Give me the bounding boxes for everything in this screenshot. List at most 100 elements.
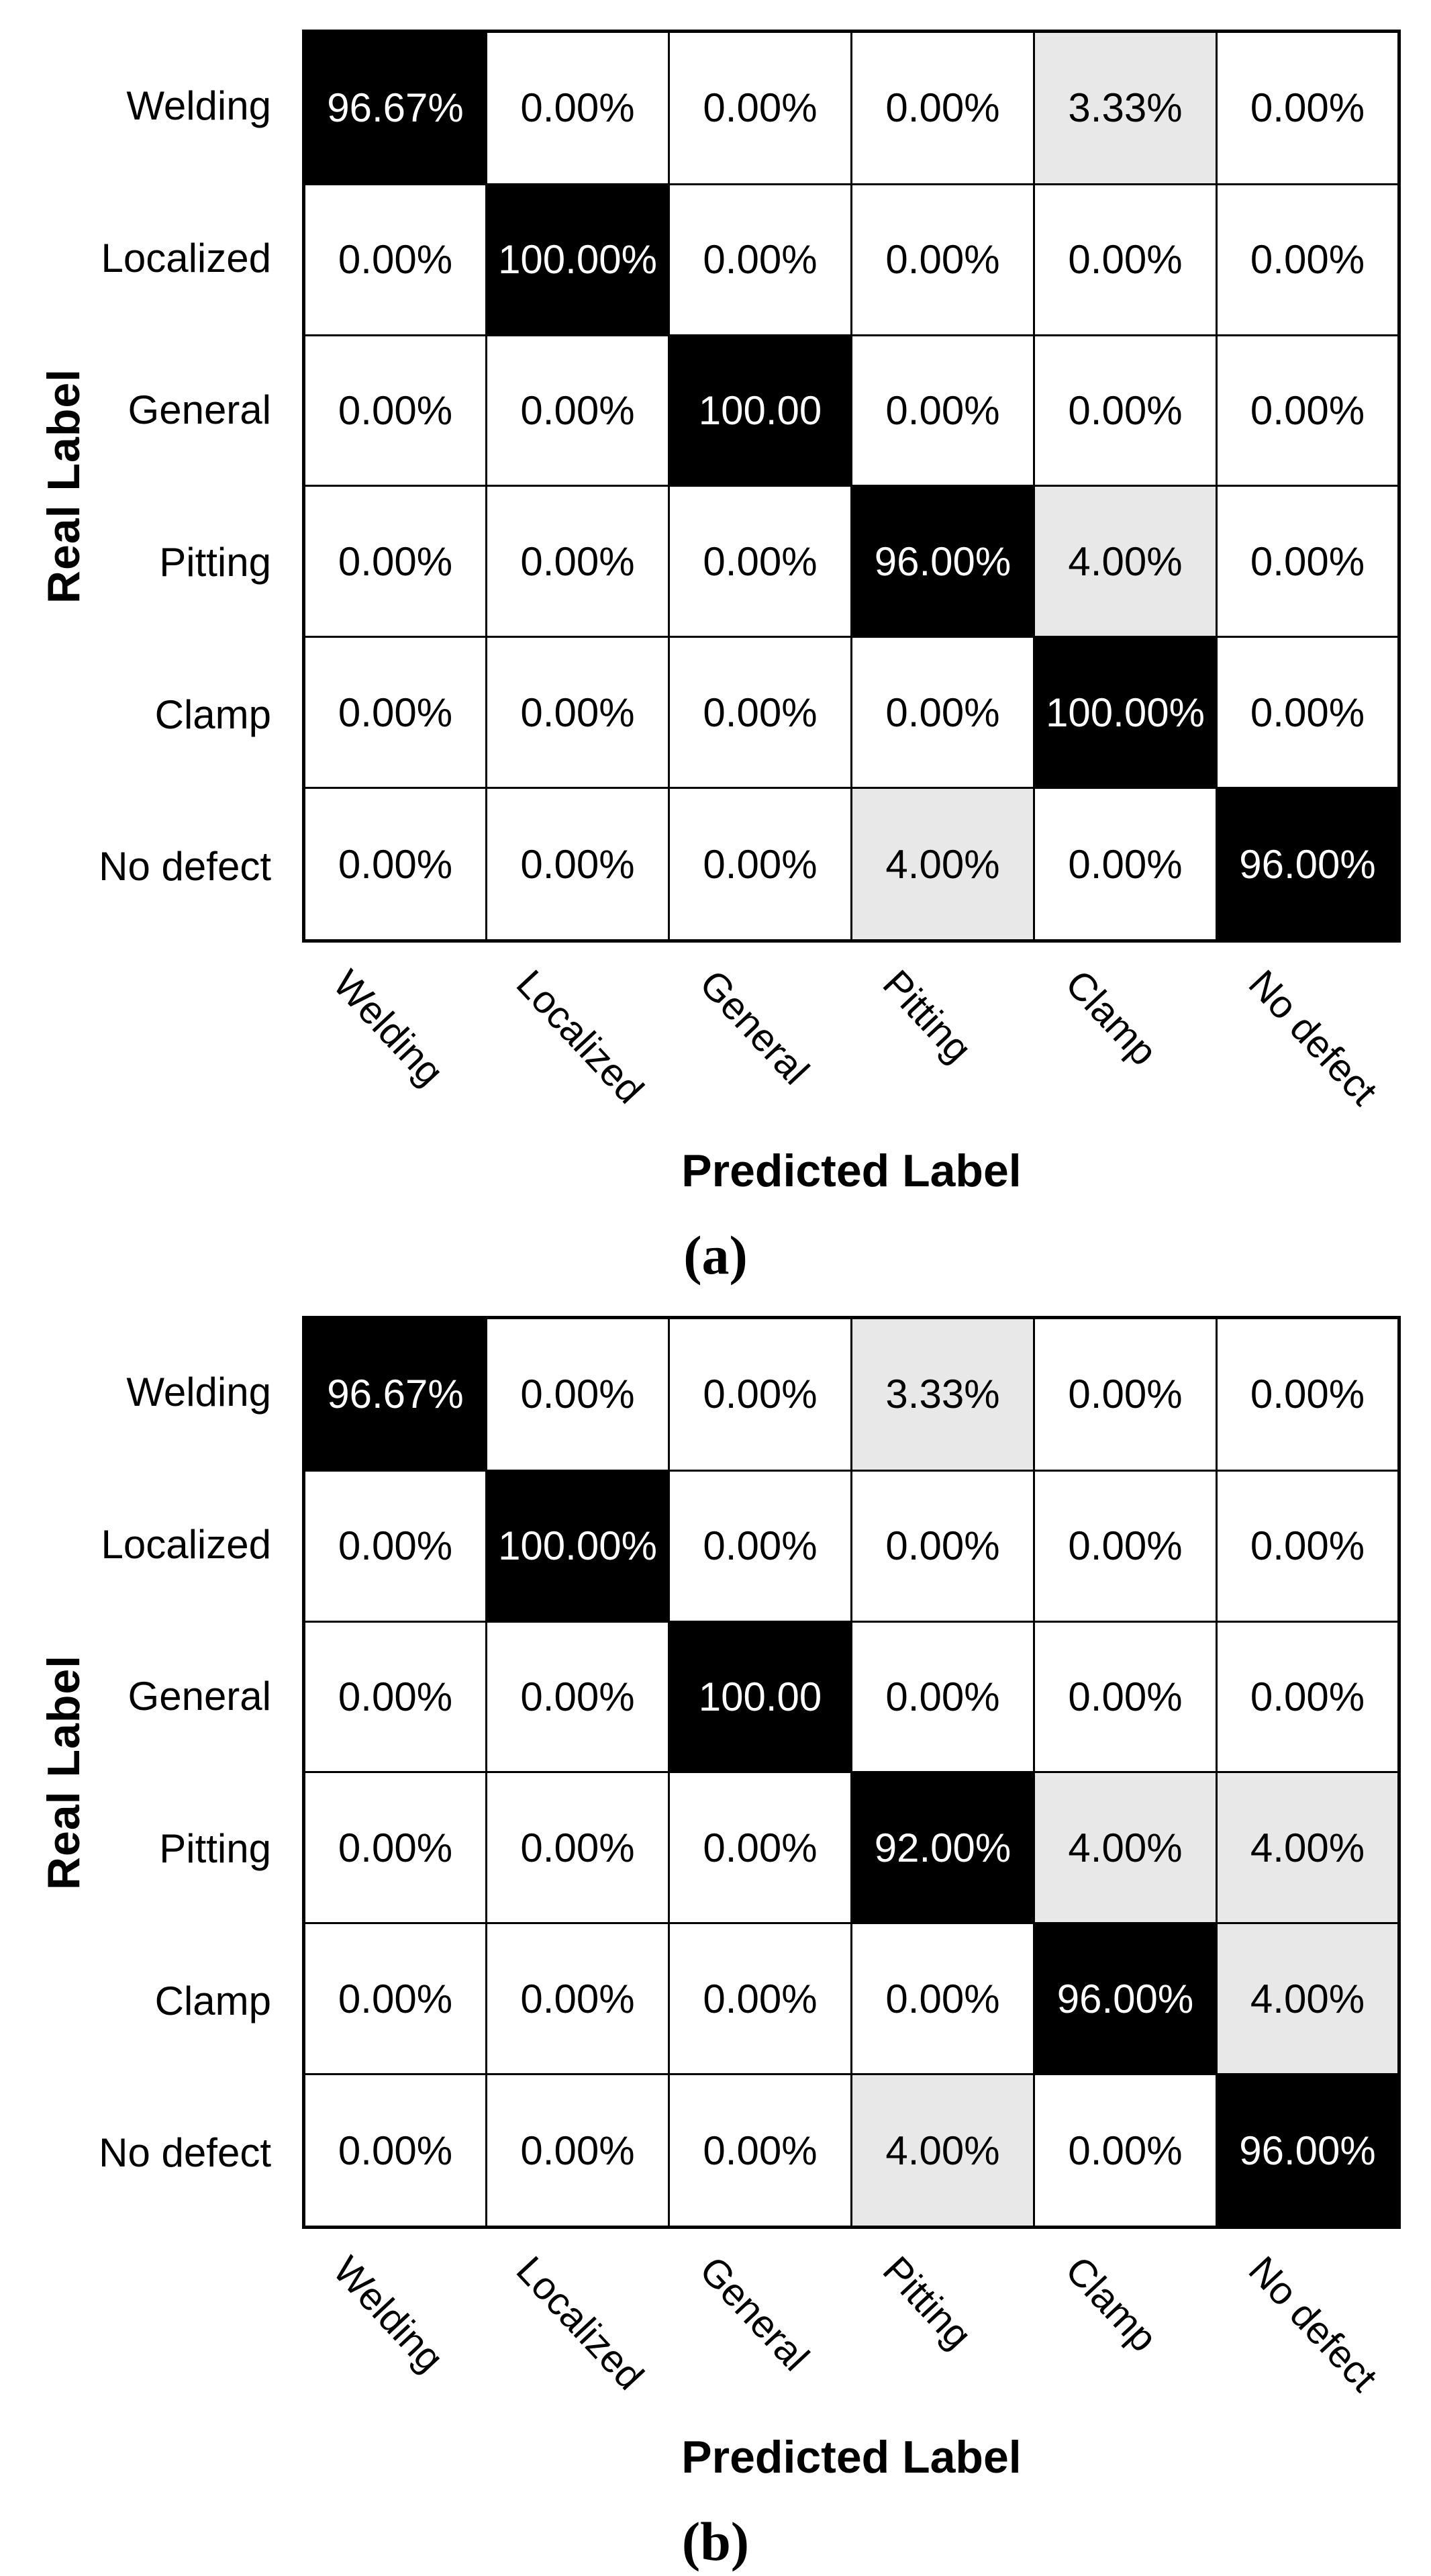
matrix-cell: 0.00%	[485, 1771, 670, 1925]
row-label: No defect	[99, 844, 271, 890]
matrix-cell: 0.00%	[668, 787, 852, 942]
matrix-cell: 0.00%	[1216, 636, 1400, 790]
matrix-cell: 0.00%	[485, 2073, 670, 2228]
matrix-row: 0.00% 0.00% 0.00% 92.00% 4.00% 4.00%	[303, 1771, 1400, 1925]
matrix-cell: 0.00%	[668, 485, 852, 638]
column-label: Localized	[507, 961, 652, 1112]
matrix-cell: 0.00%	[668, 30, 852, 185]
matrix-cell: 0.00%	[668, 1317, 852, 1472]
matrix-cell: 0.00%	[485, 787, 670, 942]
x-axis-title: Predicted Label	[681, 1145, 1022, 1196]
matrix-body-b: 96.67% 0.00% 0.00% 3.33% 0.00% 0.00% 0.00% 100.…	[303, 1317, 1400, 2228]
row-label: Localized	[101, 1521, 271, 1567]
matrix-cell: 0.00%	[1216, 485, 1400, 638]
matrix-cell: 0.00%	[668, 1771, 852, 1925]
matrix-cell: 96.67%	[303, 30, 487, 185]
column-label: Pitting	[874, 961, 981, 1071]
matrix-body-a: 96.67% 0.00% 0.00% 0.00% 3.33% 0.00% 0.00% 100.…	[303, 30, 1400, 942]
matrix-cell: 96.00%	[1033, 1922, 1218, 2076]
matrix-cell: 4.00%	[1216, 1771, 1400, 1925]
matrix-cell: 0.00%	[1216, 1317, 1400, 1472]
matrix-cell: 0.00%	[303, 1922, 487, 2076]
matrix-cell: 0.00%	[1033, 1469, 1218, 1623]
matrix-cell: 0.00%	[850, 183, 1035, 336]
matrix-cell: 0.00%	[1033, 1317, 1218, 1472]
matrix-cell: 0.00%	[303, 636, 487, 790]
column-labels-b: Welding Localized General Pitting Clamp No de…	[302, 2229, 1401, 2430]
matrix-cell: 100.00%	[485, 1469, 670, 1623]
matrix-cell: 96.00%	[1216, 2073, 1400, 2228]
matrix-cell: 0.00%	[850, 30, 1035, 185]
matrix-row: 0.00% 0.00% 0.00% 4.00% 0.00% 96.00%	[303, 787, 1400, 942]
matrix-row: 0.00% 100.00% 0.00% 0.00% 0.00% 0.00%	[303, 1469, 1400, 1623]
matrix-cell: 4.00%	[1033, 1771, 1218, 1925]
row-label: General	[128, 1674, 271, 1719]
plot-area-b: Real Label Welding Localized General Pittin…	[0, 1316, 1431, 2229]
column-label: General	[691, 2248, 818, 2379]
matrix-cell: 0.00%	[1216, 334, 1400, 487]
matrix-cell: 0.00%	[303, 334, 487, 487]
matrix-cell: 0.00%	[1033, 334, 1218, 487]
matrix-cell: 0.00%	[303, 2073, 487, 2228]
column-label: Welding	[324, 961, 452, 1094]
matrix-row: 0.00% 0.00% 0.00% 4.00% 0.00% 96.00%	[303, 2073, 1400, 2228]
column-label: Welding	[324, 2248, 452, 2381]
matrix-cell: 0.00%	[485, 636, 670, 790]
confusion-matrix-panel-b: Real Label Welding Localized General Pittin…	[0, 1289, 1431, 2575]
matrix-cell: 0.00%	[850, 1469, 1035, 1623]
panel-caption-b: (b)	[681, 2511, 750, 2572]
matrix-cell: 0.00%	[485, 1922, 670, 2076]
matrix-cell: 0.00%	[303, 183, 487, 336]
matrix-row: 0.00% 0.00% 0.00% 96.00% 4.00% 0.00%	[303, 485, 1400, 638]
matrix-cell: 4.00%	[1216, 1922, 1400, 2076]
matrix-cell: 100.00	[668, 334, 852, 487]
row-label: Clamp	[154, 1978, 271, 2023]
row-label: Pitting	[159, 539, 271, 585]
matrix-cell: 96.67%	[303, 1317, 487, 1472]
row-labels: Welding Localized General Pitting Clamp No de…	[0, 30, 302, 943]
matrix-cell: 4.00%	[850, 787, 1035, 942]
matrix-cell: 0.00%	[485, 485, 670, 638]
matrix-cell: 0.00%	[1033, 787, 1218, 942]
y-axis-zone: Real Label Welding Localized General Pittin…	[0, 30, 302, 943]
matrix-row: 0.00% 100.00% 0.00% 0.00% 0.00% 0.00%	[303, 183, 1400, 336]
column-label: No defect	[1240, 961, 1386, 1114]
x-axis-title: Predicted Label	[681, 2432, 1022, 2483]
matrix-cell: 0.00%	[668, 183, 852, 336]
matrix-cell: 0.00%	[485, 1317, 670, 1472]
matrix-cell: 0.00%	[668, 636, 852, 790]
y-axis-zone: Real Label Welding Localized General Pittin…	[0, 1316, 302, 2229]
matrix-cell: 0.00%	[1033, 183, 1218, 336]
matrix-row: 0.00% 0.00% 0.00% 0.00% 100.00% 0.00%	[303, 636, 1400, 790]
row-label: Welding	[126, 83, 271, 128]
plot-area-a: Real Label Welding Localized General Pittin…	[0, 30, 1431, 943]
matrix-row: 0.00% 0.00% 100.00 0.00% 0.00% 0.00%	[303, 1620, 1400, 1774]
matrix-cell: 0.00%	[850, 1620, 1035, 1774]
confusion-matrix-panel-a: Real Label Welding Localized General Pittin…	[0, 30, 1431, 1286]
row-label: Clamp	[154, 691, 271, 737]
matrix-cell: 3.33%	[850, 1317, 1035, 1472]
column-label: Clamp	[1056, 2248, 1166, 2360]
matrix-cell: 0.00%	[485, 30, 670, 185]
matrix-cell: 96.00%	[850, 485, 1035, 638]
matrix-table-a: 96.67% 0.00% 0.00% 0.00% 3.33% 0.00% 0.00% 100.…	[302, 30, 1401, 943]
matrix-cell: 3.33%	[1033, 30, 1218, 185]
matrix-cell: 0.00%	[303, 1620, 487, 1774]
matrix-cell: 0.00%	[303, 485, 487, 638]
matrix-table-b: 96.67% 0.00% 0.00% 3.33% 0.00% 0.00% 0.00% 100.…	[302, 1316, 1401, 2229]
column-label: General	[691, 961, 818, 1093]
matrix-cell: 0.00%	[850, 636, 1035, 790]
matrix-cell: 0.00%	[303, 787, 487, 942]
matrix-cell: 4.00%	[850, 2073, 1035, 2228]
matrix-row: 0.00% 0.00% 0.00% 0.00% 96.00% 4.00%	[303, 1922, 1400, 2076]
matrix-cell: 0.00%	[1033, 2073, 1218, 2228]
matrix-cell: 0.00%	[485, 334, 670, 487]
matrix-row: 96.67% 0.00% 0.00% 0.00% 3.33% 0.00%	[303, 30, 1400, 185]
row-label: Pitting	[159, 1825, 271, 1871]
matrix-cell: 0.00%	[1216, 1620, 1400, 1774]
matrix-cell: 0.00%	[668, 1922, 852, 2076]
panel-caption-a: (a)	[683, 1225, 748, 1286]
matrix-cell: 0.00%	[668, 1469, 852, 1623]
row-label: General	[128, 387, 271, 433]
